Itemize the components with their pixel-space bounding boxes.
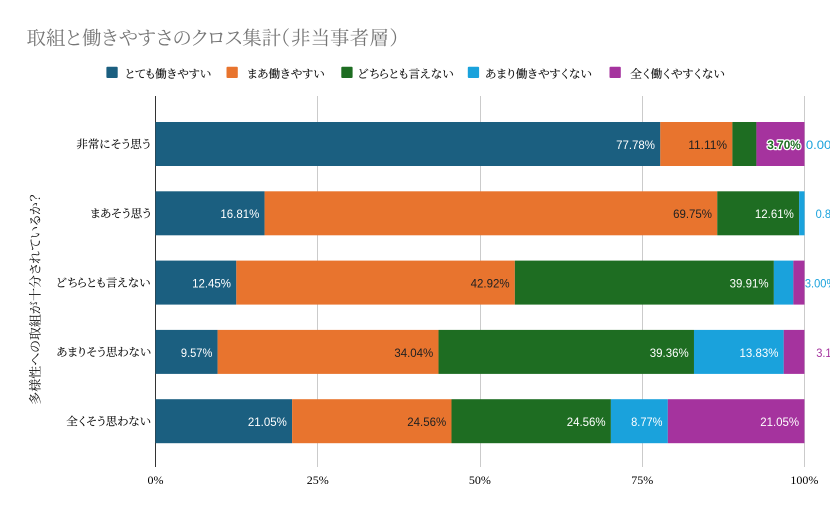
svg-text:0%: 0%: [148, 473, 164, 487]
svg-text:13.83%: 13.83%: [740, 346, 779, 360]
svg-text:50%: 50%: [469, 473, 491, 487]
svg-text:77.78%: 77.78%: [616, 138, 655, 152]
svg-text:3.00%: 3.00%: [805, 277, 830, 291]
svg-text:39.36%: 39.36%: [650, 346, 689, 360]
svg-text:12.45%: 12.45%: [192, 277, 231, 291]
svg-text:34.04%: 34.04%: [394, 346, 433, 360]
svg-text:69.75%: 69.75%: [673, 207, 712, 221]
svg-text:0.84%: 0.84%: [816, 207, 830, 221]
svg-text:21.05%: 21.05%: [248, 415, 287, 429]
svg-text:3.19%: 3.19%: [816, 346, 830, 360]
svg-text:12.61%: 12.61%: [755, 207, 794, 221]
svg-text:3.70%: 3.70%: [767, 138, 801, 152]
svg-text:8.77%: 8.77%: [631, 415, 663, 429]
svg-text:21.05%: 21.05%: [760, 415, 799, 429]
svg-text:24.56%: 24.56%: [567, 415, 606, 429]
svg-text:11.11%: 11.11%: [688, 138, 727, 152]
svg-text:75%: 75%: [631, 473, 653, 487]
svg-text:16.81%: 16.81%: [220, 207, 259, 221]
svg-text:42.92%: 42.92%: [471, 277, 510, 291]
svg-text:100%: 100%: [790, 473, 818, 487]
svg-text:25%: 25%: [307, 473, 329, 487]
svg-text:39.91%: 39.91%: [730, 277, 769, 291]
svg-text:0.00: 0.00: [806, 138, 830, 152]
svg-text:24.56%: 24.56%: [407, 415, 446, 429]
svg-text:9.57%: 9.57%: [181, 346, 213, 360]
